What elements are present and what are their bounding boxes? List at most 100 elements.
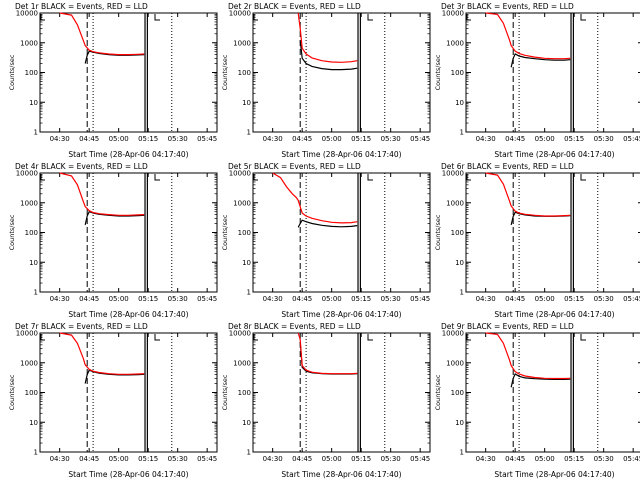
y-tick-label: 1 xyxy=(34,129,38,137)
series-events xyxy=(299,341,358,375)
corner-marker xyxy=(253,14,258,21)
plot-frame xyxy=(39,172,218,293)
y-tick-label: 10000 xyxy=(442,330,464,338)
corner-marker xyxy=(40,14,45,21)
plot-frame xyxy=(252,332,431,453)
corner-marker xyxy=(367,174,373,181)
corner-marker xyxy=(154,174,160,181)
series-lld xyxy=(485,12,571,60)
y-tick-label: 100 xyxy=(25,229,38,237)
series-events xyxy=(84,210,145,226)
y-tick-label: 100 xyxy=(25,389,38,397)
corner-marker xyxy=(253,174,258,181)
y-tick-label: 1000 xyxy=(446,199,464,207)
series-lld xyxy=(485,332,571,380)
x-tick-label: 05:45 xyxy=(623,135,640,143)
y-tick-label: 1 xyxy=(34,449,38,457)
x-tick-label: 04:45 xyxy=(79,135,99,143)
corner-marker xyxy=(253,334,258,341)
x-tick-label: 05:15 xyxy=(564,455,584,463)
y-tick-label: 100 xyxy=(238,69,251,77)
x-tick-label: 04:45 xyxy=(79,295,99,303)
x-tick-label: 05:00 xyxy=(109,455,129,463)
x-axis-label: Start Time (28-Apr-06 04:17:40) xyxy=(68,310,188,319)
panel-7: Det 7r BLACK = Events, RED = LLD 1 10 100 10… xyxy=(8,322,218,479)
x-tick-label: 05:15 xyxy=(138,135,158,143)
x-tick-label: 04:30 xyxy=(476,455,496,463)
x-tick-label: 04:45 xyxy=(505,135,525,143)
x-axis-label: Start Time (28-Apr-06 04:17:40) xyxy=(281,150,401,159)
x-tick-label: 05:30 xyxy=(594,135,614,143)
series-lld xyxy=(59,172,145,216)
corner-marker xyxy=(580,334,586,341)
x-tick-label: 05:45 xyxy=(410,135,430,143)
x-tick-label: 05:30 xyxy=(381,295,401,303)
y-tick-label: 10 xyxy=(242,259,251,267)
y-tick-label: 10 xyxy=(455,99,464,107)
x-tick-label: 05:30 xyxy=(381,455,401,463)
y-tick-label: 100 xyxy=(451,229,464,237)
series-events xyxy=(84,50,145,64)
x-tick-label: 05:45 xyxy=(197,455,217,463)
y-axis-label: Counts/sec xyxy=(8,374,16,410)
y-tick-label: 10 xyxy=(29,99,38,107)
x-tick-label: 05:15 xyxy=(138,295,158,303)
panel-title: Det 4r BLACK = Events, RED = LLD xyxy=(15,162,148,171)
panel-title: Det 7r BLACK = Events, RED = LLD xyxy=(15,322,148,331)
y-tick-label: 100 xyxy=(451,69,464,77)
x-tick-label: 05:00 xyxy=(109,295,129,303)
y-tick-label: 1 xyxy=(460,449,464,457)
x-tick-label: 04:30 xyxy=(50,135,70,143)
x-axis-label: Start Time (28-Apr-06 04:17:40) xyxy=(494,470,614,479)
y-tick-label: 1000 xyxy=(20,359,38,367)
panel-6: Det 6r BLACK = Events, RED = LLD 1 10 100 10… xyxy=(434,162,640,319)
panel-title: Det 5r BLACK = Events, RED = LLD xyxy=(228,162,361,171)
y-tick-label: 10000 xyxy=(229,10,251,18)
series-lld xyxy=(59,332,145,375)
y-tick-label: 10000 xyxy=(229,330,251,338)
corner-marker xyxy=(466,334,471,341)
x-tick-label: 04:45 xyxy=(292,455,312,463)
corner-marker xyxy=(580,14,586,21)
y-tick-label: 100 xyxy=(238,389,251,397)
x-tick-label: 05:15 xyxy=(351,135,371,143)
x-tick-label: 05:45 xyxy=(623,455,640,463)
y-axis-label: Counts/sec xyxy=(221,214,229,250)
panel-title: Det 6r BLACK = Events, RED = LLD xyxy=(441,162,574,171)
y-tick-label: 10000 xyxy=(442,170,464,178)
y-axis-label: Counts/sec xyxy=(221,54,229,90)
x-tick-label: 04:30 xyxy=(50,455,70,463)
x-tick-label: 05:15 xyxy=(564,135,584,143)
series-events xyxy=(297,219,358,228)
y-tick-label: 10 xyxy=(242,99,251,107)
x-tick-label: 05:00 xyxy=(322,295,342,303)
y-axis-label: Counts/sec xyxy=(8,214,16,250)
series-lld xyxy=(59,12,145,56)
x-tick-label: 05:15 xyxy=(138,455,158,463)
plot-frame xyxy=(465,332,640,453)
x-tick-label: 04:30 xyxy=(476,295,496,303)
corner-marker xyxy=(367,334,373,341)
panel-title: Det 9r BLACK = Events, RED = LLD xyxy=(441,322,574,331)
panel-title: Det 3r BLACK = Events, RED = LLD xyxy=(441,2,574,11)
panel-title: Det 8r BLACK = Events, RED = LLD xyxy=(228,322,361,331)
y-tick-label: 1 xyxy=(460,289,464,297)
series-events xyxy=(510,211,571,226)
y-tick-label: 10 xyxy=(29,259,38,267)
plot-frame xyxy=(39,332,218,453)
y-tick-label: 10 xyxy=(455,419,464,427)
corner-marker xyxy=(40,334,45,341)
x-tick-label: 05:00 xyxy=(535,135,555,143)
series-lld xyxy=(297,12,358,63)
corner-marker xyxy=(466,14,471,21)
series-lld xyxy=(297,332,358,375)
y-tick-label: 10 xyxy=(242,419,251,427)
x-tick-label: 05:45 xyxy=(623,295,640,303)
corner-marker xyxy=(580,174,586,181)
x-tick-label: 05:30 xyxy=(168,295,188,303)
y-tick-label: 1000 xyxy=(233,199,251,207)
corner-marker xyxy=(466,174,471,181)
y-tick-label: 1000 xyxy=(20,199,38,207)
x-tick-label: 04:45 xyxy=(505,295,525,303)
x-axis-label: Start Time (28-Apr-06 04:17:40) xyxy=(68,150,188,159)
